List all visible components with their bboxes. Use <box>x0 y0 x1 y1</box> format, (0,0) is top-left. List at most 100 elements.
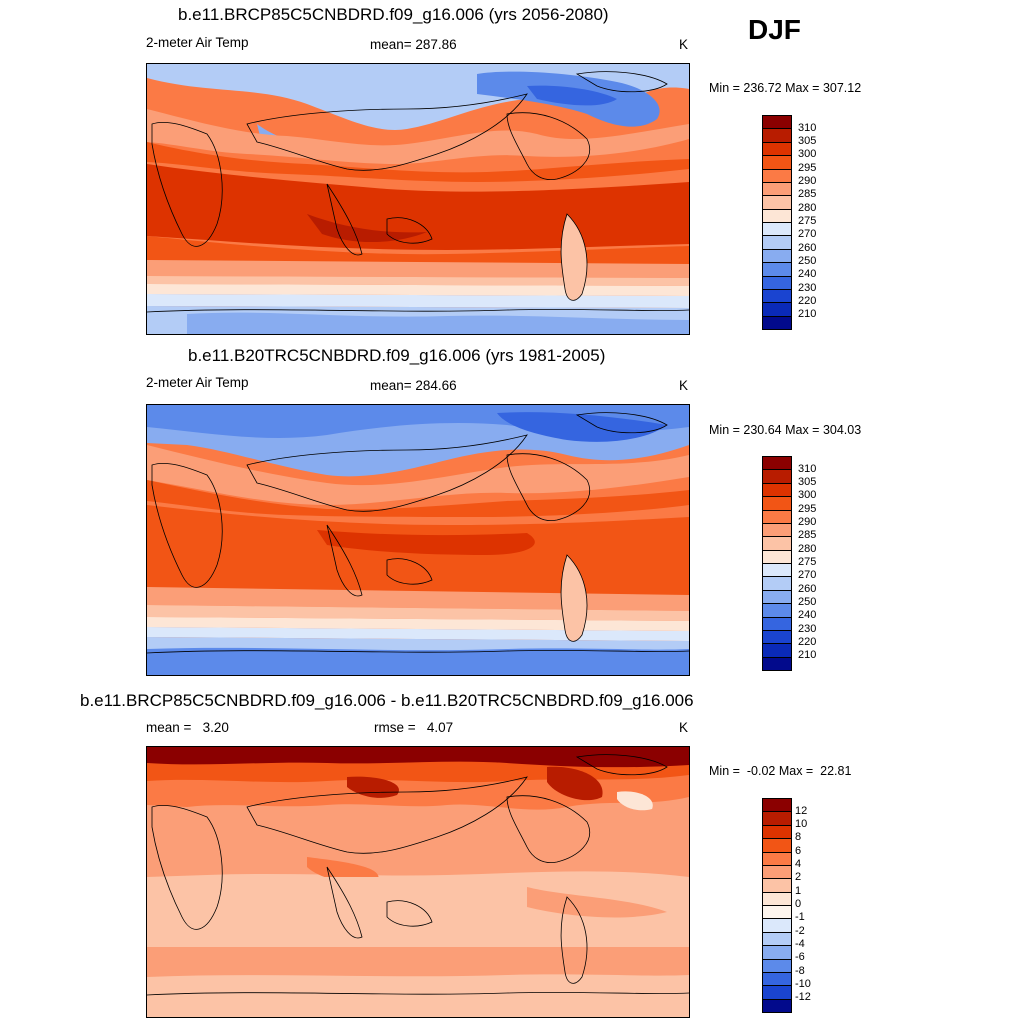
panel2-colorbar-tick: 290 <box>798 516 817 529</box>
panel3-colorbar-swatch <box>763 906 791 920</box>
panel2-colorbar-swatch <box>763 457 791 471</box>
panel1-map <box>146 63 690 335</box>
panel2-colorbar-swatch <box>763 537 791 551</box>
panel2-colorbar-swatch <box>763 630 791 645</box>
season-label: DJF <box>748 14 801 45</box>
panel3-colorbar-tick: 0 <box>795 898 802 910</box>
panel2-colorbar-tick: 285 <box>798 529 817 542</box>
panel2-colorbar-swatch <box>763 644 791 658</box>
panel3-colorbar-swatch <box>763 812 791 826</box>
panel3-minmax: Min = -0.02 Max = 22.81 <box>709 764 852 778</box>
panel1-units: K <box>679 37 689 52</box>
panel3-colorbar-swatch <box>763 999 791 1012</box>
panel2-colorbar-swatch <box>763 523 791 538</box>
panel1-colorbar-tick: 285 <box>798 188 817 201</box>
panel3-colorbar-swatch <box>763 799 791 813</box>
panel2-units: K <box>679 378 689 393</box>
panel2-colorbar-swatch <box>763 510 791 524</box>
panel2-colorbar-tick: 240 <box>798 609 817 622</box>
panel2-colorbar-tick: 210 <box>798 649 817 662</box>
panel1-colorbar-swatch <box>763 316 791 329</box>
panel3-colorbar-tick: 12 <box>795 804 808 817</box>
panel2-colorbar-tick: 310 <box>798 462 817 475</box>
panel2-colorbar-swatch <box>763 590 791 605</box>
panel3-map <box>146 746 690 1018</box>
panel3-colorbar-swatch <box>763 825 791 840</box>
panel1-colorbar-tick: 300 <box>798 148 817 161</box>
panel1-colorbar-swatch <box>763 196 791 210</box>
panel1-colorbar-swatch <box>763 276 791 290</box>
panel1-colorbar-swatch <box>763 129 791 143</box>
panel3-colorbar-tick: 2 <box>795 871 802 884</box>
panel3-colorbar-tick: -12 <box>795 991 811 1004</box>
panel1-colorbar-swatch <box>763 249 791 264</box>
panel3-colorbar-swatch <box>763 959 791 973</box>
panel1-colorbar-tick: 280 <box>798 201 817 214</box>
panel1-colorbar-tick: 240 <box>798 268 817 281</box>
panel3-colorbar-swatch <box>763 839 791 853</box>
panel1-minmax: Min = 236.72 Max = 307.12 <box>709 81 862 95</box>
panel3-colorbar-tick: 6 <box>795 844 802 857</box>
panel3-colorbar-labels: 12 10 8 6 4 2 1 0 -1 -2 -4 -6 -8 -10 -12 <box>795 798 835 1011</box>
panel3-colorbar-tick: -1 <box>795 911 805 924</box>
panel1-colorbar-swatch <box>763 142 791 157</box>
panel3-rmse: rmse = 4.07 <box>374 720 454 735</box>
panel3-colorbar-tick: -10 <box>795 977 811 990</box>
panel1-colorbar-swatch <box>763 156 791 170</box>
panel3-colorbar-tick: 8 <box>795 831 802 844</box>
panel1-colorbar-tick: 295 <box>798 161 817 174</box>
panel3-colorbar-tick: 10 <box>795 818 808 831</box>
panel3-colorbar-swatch <box>763 986 791 1000</box>
panel1-colorbar-swatch <box>763 209 791 223</box>
panel3-colorbar <box>762 798 792 1013</box>
panel1-colorbar-swatch <box>763 289 791 304</box>
panel2-colorbar-swatch <box>763 550 791 564</box>
panel2-colorbar-tick: 250 <box>798 595 817 608</box>
panel1-colorbar-tick: 210 <box>798 308 817 321</box>
panel3-colorbar-tick: -2 <box>795 924 805 937</box>
panel1-colorbar-swatch <box>763 223 791 237</box>
panel2-mean: mean= 284.66 <box>370 378 457 393</box>
panel2-minmax: Min = 230.64 Max = 304.03 <box>709 423 862 437</box>
panel3-difference-field <box>147 747 689 1017</box>
panel3-colorbar-tick: 1 <box>795 884 802 897</box>
panel3-colorbar-swatch <box>763 932 791 947</box>
panel1-colorbar-labels: 310 305 300 295 290 285 280 275 270 260 … <box>798 115 838 328</box>
panel2-title: b.e11.B20TRC5CNBDRD.f09_g16.006 (yrs 198… <box>188 346 606 365</box>
panel2-colorbar-tick: 300 <box>798 489 817 502</box>
panel1-colorbar-swatch <box>763 236 791 250</box>
panel2-colorbar-swatch <box>763 617 791 631</box>
panel2-colorbar-swatch <box>763 564 791 578</box>
panel2-colorbar-tick: 280 <box>798 542 817 555</box>
panel2-colorbar-tick: 275 <box>798 556 817 568</box>
panel2-temperature-field <box>147 405 689 675</box>
panel3-colorbar-swatch <box>763 865 791 880</box>
panel2-colorbar <box>762 456 792 671</box>
panel2-colorbar-tick: 230 <box>798 622 817 635</box>
panel1-colorbar-tick: 310 <box>798 121 817 134</box>
panel1-colorbar-tick: 260 <box>798 241 817 254</box>
panel2-colorbar-swatch <box>763 604 791 618</box>
panel3-colorbar-tick: 4 <box>795 858 802 871</box>
panel1-title: b.e11.BRCP85C5CNBDRD.f09_g16.006 (yrs 20… <box>178 5 609 24</box>
panel2-colorbar-swatch <box>763 483 791 498</box>
panel3-colorbar-tick: -8 <box>795 964 805 977</box>
panel3-colorbar-swatch <box>763 879 791 893</box>
panel2-colorbar-tick: 270 <box>798 569 817 582</box>
panel3-colorbar-tick: -4 <box>795 937 805 950</box>
panel3-colorbar-swatch <box>763 852 791 866</box>
panel2-colorbar-tick: 260 <box>798 582 817 595</box>
panel3-mean: mean = 3.20 <box>146 720 229 735</box>
panel2-colorbar-swatch <box>763 497 791 511</box>
panel1-mean: mean= 287.86 <box>370 37 457 52</box>
panel2-colorbar-tick: 295 <box>798 502 817 515</box>
panel1-colorbar-swatch <box>763 263 791 277</box>
panel2-variable-label: 2-meter Air Temp <box>146 375 249 390</box>
panel1-colorbar-tick: 275 <box>798 215 817 227</box>
panel3-colorbar-tick: -6 <box>795 951 805 964</box>
panel2-colorbar-tick: 305 <box>798 476 817 489</box>
panel3-title: b.e11.BRCP85C5CNBDRD.f09_g16.006 - b.e11… <box>80 691 694 710</box>
panel1-colorbar-swatch <box>763 169 791 183</box>
panel2-colorbar-swatch <box>763 470 791 484</box>
panel1-temperature-field <box>147 64 689 334</box>
